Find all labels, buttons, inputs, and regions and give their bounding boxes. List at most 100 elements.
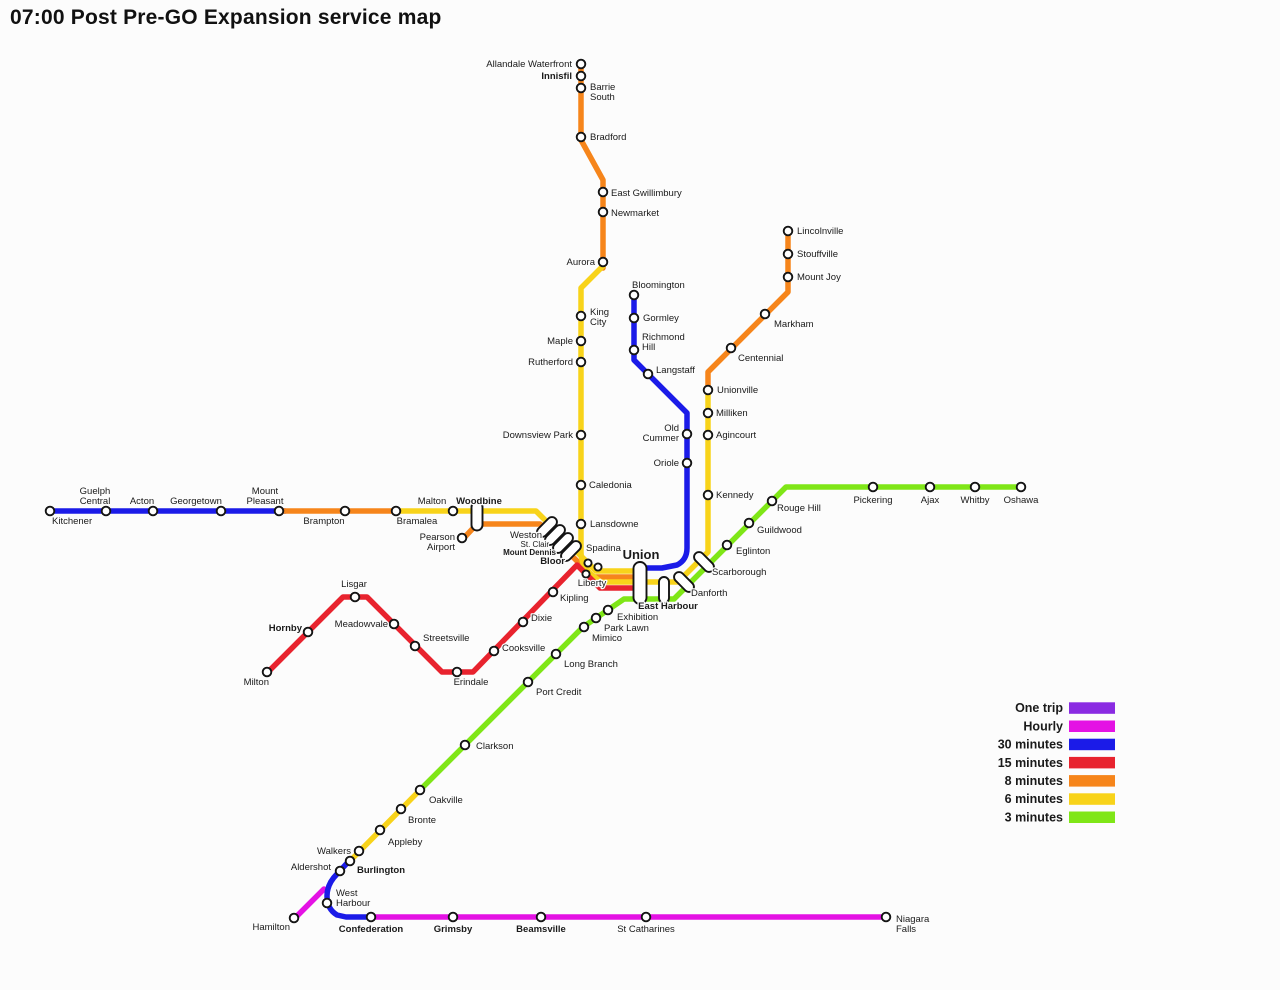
label-langstaff: Langstaff (656, 365, 695, 376)
label-rouge-hill: Rouge Hill (777, 503, 821, 514)
legend-swatch-6-minutes (1069, 793, 1115, 805)
interchange-st-clair (544, 524, 566, 546)
station-bronte (395, 803, 407, 815)
station-maple (575, 335, 587, 347)
station-oshawa (1015, 481, 1027, 493)
station-walkers (353, 845, 365, 857)
label-mount-dennis: Mount Dennis (503, 548, 556, 557)
label-east-harbour: East Harbour (638, 601, 698, 612)
station-rutherford (575, 356, 587, 368)
label-markham: Markham (774, 319, 814, 330)
station-centennial (725, 342, 737, 354)
station-meadowvale (388, 618, 400, 630)
station-stouffville (782, 248, 794, 260)
station-st-catharines (640, 911, 652, 923)
legend-swatch-30-minutes (1069, 738, 1115, 751)
label-lisgar: Lisgar (341, 579, 367, 590)
line-lakeshore-west-blue (324, 857, 376, 920)
interchange-union (632, 561, 648, 605)
label-niagara-falls: Niagara Falls (896, 914, 930, 935)
station-exhibition (602, 604, 614, 616)
station-gormley (628, 312, 640, 324)
label-innisfil: Innisfil (541, 71, 572, 82)
line-richmond-hill-blue (631, 290, 690, 571)
station-mount-pleasant (273, 505, 285, 517)
interchange-stations (470, 500, 715, 605)
station-eglinton (721, 539, 733, 551)
label-union: Union (623, 547, 660, 562)
station-lincolnville (782, 225, 794, 237)
label-milton: Milton (244, 677, 269, 688)
label-oakville: Oakville (429, 795, 463, 806)
station-spadina-east (593, 562, 603, 572)
label-bramalea: Bramalea (397, 516, 438, 527)
station-port-credit (522, 676, 534, 688)
station-grimsby (447, 911, 459, 923)
station-malton (447, 505, 459, 517)
legend: One trip Hourly 30 minutes 15 minutes 8 minu… (996, 700, 1115, 826)
station-aldershot (334, 865, 346, 877)
interchange-weston (536, 516, 558, 538)
station-appleby (374, 824, 386, 836)
label-confederation: Confederation (339, 924, 404, 935)
station-park-lawn (590, 612, 602, 624)
label-walkers: Walkers (317, 846, 351, 857)
station-unionville (702, 384, 714, 396)
label-st-clair: St. Clair (521, 540, 550, 549)
label-old-cummer: Old Cummer (643, 423, 679, 444)
label-kipling: Kipling (560, 593, 589, 604)
station-mount-joy (782, 271, 794, 283)
label-maple: Maple (547, 336, 573, 347)
label-danforth: Danforth (691, 588, 727, 599)
station-caledonia (575, 479, 587, 491)
line-up-express-orange (459, 521, 643, 580)
label-barrie-south: Barrie South (590, 82, 615, 103)
label-rutherford: Rutherford (528, 357, 573, 368)
label-cooksville: Cooksville (502, 643, 545, 654)
label-allandale-waterfront: Allandale Waterfront (486, 59, 572, 70)
label-richmond-hill: Richmond Hill (642, 332, 685, 353)
label-acton: Acton (130, 496, 154, 507)
label-mimico: Mimico (592, 633, 622, 644)
label-eglinton: Eglinton (736, 546, 770, 557)
station-kennedy (702, 489, 714, 501)
label-lincolnville: Lincolnville (797, 226, 843, 237)
label-guelph-central: Guelph Central (80, 486, 111, 507)
label-woodbine: Woodbine (456, 496, 502, 507)
label-aldershot: Aldershot (291, 862, 331, 873)
station-bloomington (628, 289, 640, 301)
station-markham (759, 308, 771, 320)
legend-label-one-trip: One trip (1015, 701, 1063, 715)
label-malton: Malton (418, 496, 447, 507)
station-langstaff (642, 368, 654, 380)
station-milton (261, 666, 273, 678)
station-cooksville (488, 645, 500, 657)
legend-label-3-minutes: 3 minutes (1005, 810, 1063, 824)
label-kitchener: Kitchener (52, 516, 92, 527)
label-beamsville: Beamsville (516, 924, 566, 935)
label-bradford: Bradford (590, 132, 626, 143)
stations (44, 58, 1027, 924)
station-old-cummer (681, 428, 693, 440)
label-pickering: Pickering (853, 495, 892, 506)
label-streetsville: Streetsville (423, 633, 469, 644)
station-acton (147, 505, 159, 517)
station-lisgar (349, 591, 361, 603)
station-georgetown (215, 505, 227, 517)
station-guelph-central (100, 505, 112, 517)
label-liberty: Liberty (578, 578, 607, 589)
station-streetsville (409, 640, 421, 652)
label-unionville: Unionville (717, 385, 758, 396)
station-aurora (597, 256, 609, 268)
legend-label-6-minutes: 6 minutes (1005, 792, 1063, 806)
label-whitby: Whitby (960, 495, 989, 506)
interchange-scarborough (693, 551, 715, 573)
station-niagara-falls (880, 911, 892, 923)
label-aurora: Aurora (566, 257, 595, 268)
label-spadina: Spadina (586, 543, 622, 554)
label-kennedy: Kennedy (716, 490, 754, 501)
label-west-harbour: West Harbour (336, 888, 370, 909)
station-kitchener (44, 505, 56, 517)
